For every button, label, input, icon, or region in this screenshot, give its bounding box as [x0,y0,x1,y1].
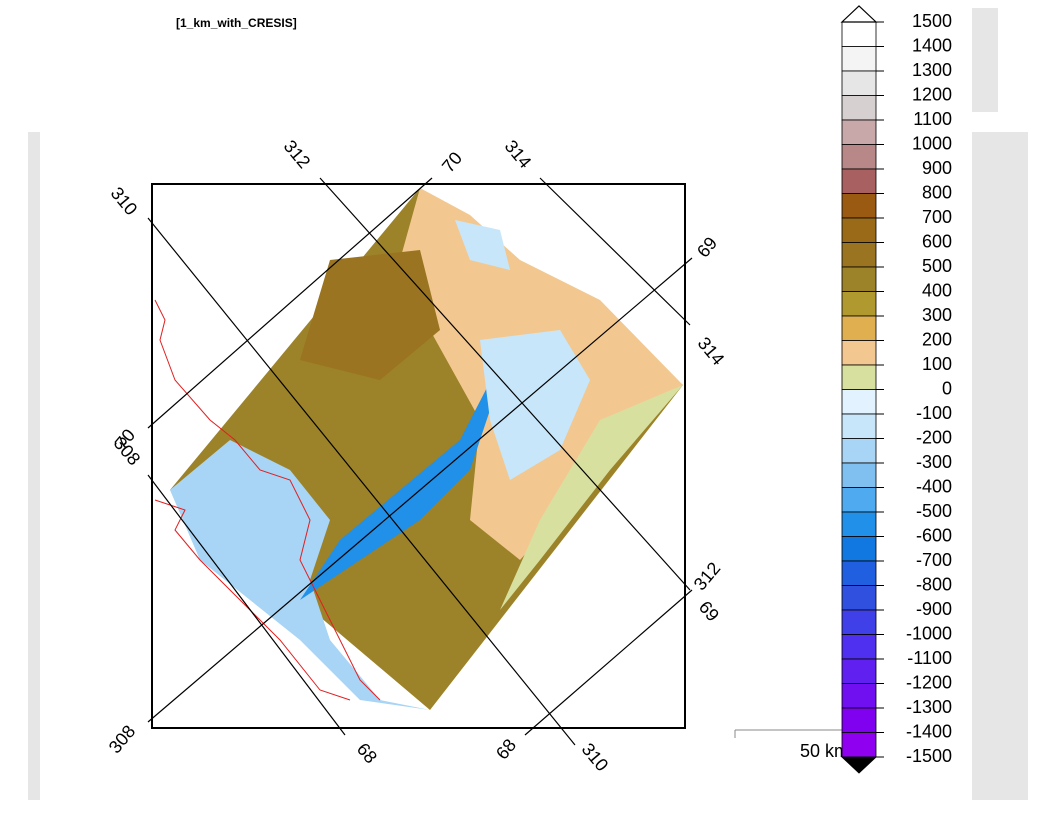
colorbar-label: 400 [922,280,952,300]
colorbar-label: 1000 [912,133,952,153]
colorbar-segment [841,193,877,219]
colorbar-segment [841,707,877,733]
graticule-label: 312 [690,558,725,594]
terrain-ocean [170,440,430,710]
meridian [319,177,691,591]
colorbar-segment [841,168,877,194]
colorbar-segment [841,511,877,537]
colorbar-label: 900 [922,158,952,178]
colorbar-label: 1400 [912,35,952,55]
colorbar-label: 300 [922,305,952,325]
colorbar-segment [841,438,877,464]
colorbar-label: 1500 [912,11,952,31]
coastline [154,299,381,701]
parallel [524,589,693,736]
graticule-label: 310 [107,183,142,219]
graticule-label: 314 [501,136,536,172]
colorbar-label: -200 [916,427,952,447]
background-panel [28,132,40,800]
meridian [539,177,691,326]
colorbar-segment [841,46,877,72]
colorbar-segment [841,389,877,415]
colorbar-label: 800 [922,182,952,202]
colorbar-segment [841,144,877,170]
colorbar-segment [841,217,877,243]
colorbar-label: -800 [916,574,952,594]
colorbar-label: -900 [916,599,952,619]
colorbar-label: -1400 [906,721,952,741]
colorbar-segment [841,315,877,341]
colorbar-segment [841,340,877,366]
meridian [147,474,346,736]
colorbar-segment [841,266,877,292]
colorbar-top-triangle [840,5,878,23]
map-frame [151,183,686,729]
colorbar-segment [841,560,877,586]
colorbar-segment [841,413,877,439]
colorbar-label: -1200 [906,672,952,692]
colorbar-label: -1000 [906,623,952,643]
colorbar-label: -300 [916,452,952,472]
subtitle: [1_km_with_CRESIS] [176,16,297,30]
colorbar-segment [841,487,877,513]
colorbar-label: 1200 [912,84,952,104]
colorbar-label: -500 [916,501,952,521]
colorbar-segment [841,585,877,611]
colorbar-segment [841,364,877,390]
colorbar-label: 200 [922,329,952,349]
colorbar-label: -600 [916,525,952,545]
colorbar-label: 0 [942,378,952,398]
scale-label: 50 km [800,741,849,761]
colorbar-label: 1300 [912,60,952,80]
terrain-fjord [300,372,500,600]
colorbar-label: -1300 [906,697,952,717]
graticule-label: 314 [694,333,729,369]
graticule-label: 69 [693,233,721,261]
coastline [154,499,351,701]
graticule-label: 312 [280,136,315,172]
terrain-lake [480,330,590,480]
terrain-lake [455,220,510,270]
colorbar-segment [841,732,877,758]
colorbar-label: 1100 [913,109,952,129]
background-panel [972,132,1028,800]
colorbar-segment [841,291,877,317]
background-panel [972,8,998,112]
colorbar-bottom-triangle [840,756,878,774]
colorbar-label: 600 [922,231,952,251]
colorbar-segment [841,119,877,145]
graticule-label: 68 [492,735,520,763]
colorbar-segment [841,70,877,96]
colorbar-label: -400 [916,476,952,496]
colorbar-segment [841,683,877,709]
colorbar-label: 100 [922,354,952,374]
colorbar-label: -1100 [907,648,952,668]
colorbar-segment [841,242,877,268]
colorbar-segment [841,95,877,121]
colorbar-segment [841,609,877,635]
parallel [147,177,433,429]
colorbar-segment [841,634,877,660]
graticule-label: 69 [695,597,723,625]
colorbar-label: 700 [922,207,952,227]
terrain-highland [300,250,440,380]
colorbar-label: -100 [916,403,952,423]
graticule-label: 308 [105,721,140,757]
colorbar-segment [841,462,877,488]
graticule [147,177,693,746]
terrain [170,188,683,710]
colorbar-segment [841,658,877,684]
parallel [147,257,693,723]
graticule-label: 310 [578,739,613,775]
colorbar-label: -700 [916,550,952,570]
graticule-label: 68 [353,739,381,767]
graticule-label: 70 [438,148,466,176]
colorbar-label: 500 [922,256,952,276]
meridian [147,217,576,746]
colorbar-segment [841,536,877,562]
colorbar-segment [841,21,877,47]
colorbar-label: -1500 [906,746,952,766]
